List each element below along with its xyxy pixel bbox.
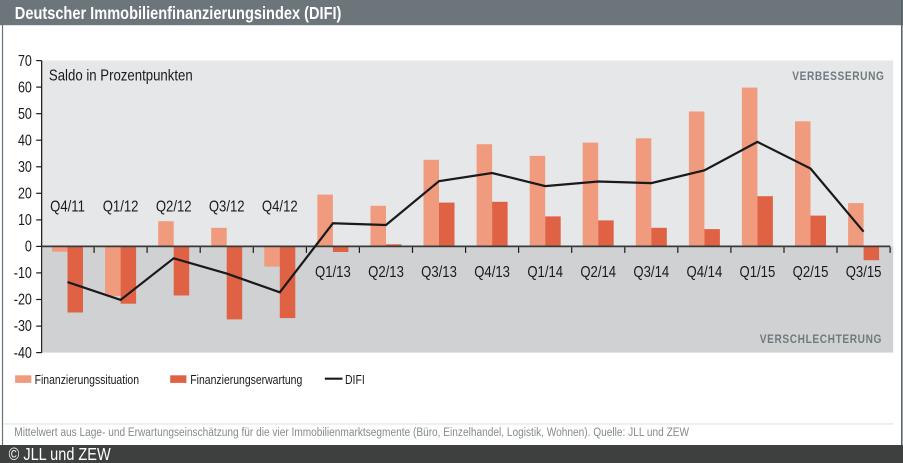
svg-text:Q3/12: Q3/12 — [209, 199, 245, 216]
svg-text:Q1/12: Q1/12 — [103, 199, 139, 216]
svg-text:Q3/13: Q3/13 — [421, 264, 457, 281]
svg-text:50: 50 — [18, 105, 32, 122]
svg-text:Finanzierungserwartung: Finanzierungserwartung — [190, 373, 302, 387]
svg-text:Q4/12: Q4/12 — [262, 199, 298, 216]
svg-text:Q2/15: Q2/15 — [793, 264, 829, 281]
svg-text:40: 40 — [18, 131, 32, 148]
svg-text:VERBESSERUNG: VERBESSERUNG — [792, 70, 884, 83]
svg-text:-20: -20 — [14, 290, 32, 307]
svg-text:Deutscher Immobilienfinanzieru: Deutscher Immobilienfinanzierungsindex (… — [15, 4, 342, 24]
svg-text:Q1/15: Q1/15 — [740, 264, 776, 281]
svg-text:Q4/14: Q4/14 — [687, 264, 723, 281]
svg-text:20: 20 — [18, 184, 32, 201]
svg-text:VERSCHLECHTERUNG: VERSCHLECHTERUNG — [760, 333, 882, 346]
svg-text:-10: -10 — [14, 264, 32, 281]
svg-text:Mittelwert aus Lage- und Erwar: Mittelwert aus Lage- und Erwartungseinsc… — [14, 426, 689, 439]
svg-text:30: 30 — [18, 158, 32, 175]
svg-text:Saldo in Prozentpunkten: Saldo in Prozentpunkten — [49, 67, 193, 84]
svg-text:Q3/14: Q3/14 — [633, 264, 669, 281]
svg-text:Finanzierungssituation: Finanzierungssituation — [35, 373, 139, 387]
svg-text:-30: -30 — [14, 317, 32, 334]
svg-text:Q1/13: Q1/13 — [315, 264, 351, 281]
svg-text:-40: -40 — [14, 344, 32, 361]
svg-text:DIFI: DIFI — [345, 373, 365, 387]
svg-text:Q2/13: Q2/13 — [368, 264, 404, 281]
svg-text:Q2/14: Q2/14 — [580, 264, 616, 281]
svg-text:Q3/15: Q3/15 — [846, 264, 882, 281]
svg-text:Q2/12: Q2/12 — [156, 199, 192, 216]
svg-text:70: 70 — [18, 52, 32, 69]
svg-text:60: 60 — [18, 78, 32, 95]
svg-text:0: 0 — [25, 237, 32, 254]
svg-text:Q1/14: Q1/14 — [527, 264, 563, 281]
svg-text:10: 10 — [18, 211, 32, 228]
svg-text:Q4/11: Q4/11 — [50, 199, 85, 216]
svg-text:Q4/13: Q4/13 — [474, 264, 510, 281]
svg-text:© JLL und ZEW: © JLL und ZEW — [9, 444, 112, 463]
